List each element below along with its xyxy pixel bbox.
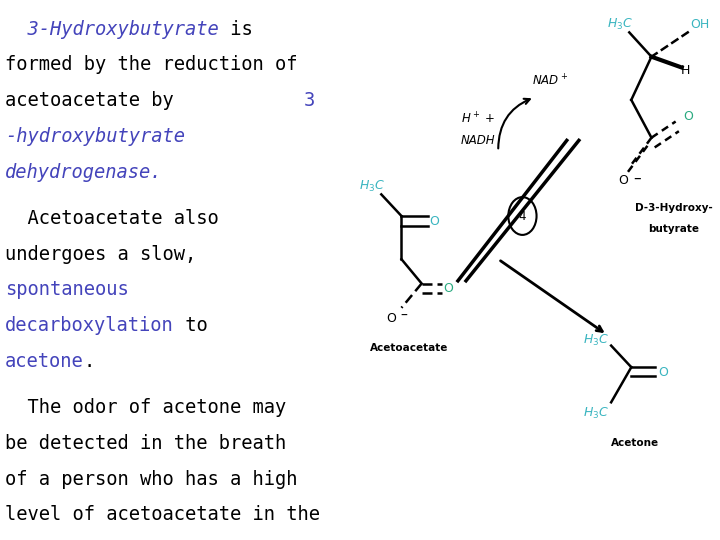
Text: D-3-Hydroxy-: D-3-Hydroxy- (635, 203, 713, 213)
Text: O: O (443, 282, 453, 295)
Text: -hydroxybutyrate: -hydroxybutyrate (5, 127, 185, 146)
Text: butyrate: butyrate (648, 225, 699, 234)
Text: $NAD^+$: $NAD^+$ (533, 73, 569, 89)
Text: OH: OH (690, 18, 709, 31)
Text: dehydrogenase.: dehydrogenase. (5, 163, 163, 182)
Text: O: O (683, 110, 693, 123)
Text: –: – (400, 309, 407, 323)
Text: Acetone: Acetone (611, 438, 660, 448)
Text: O: O (659, 366, 668, 379)
Text: .: . (84, 352, 95, 371)
Text: Acetoacetate: Acetoacetate (370, 343, 449, 353)
Text: $H^+$ +: $H^+$ + (461, 111, 495, 126)
Text: acetone: acetone (5, 352, 84, 371)
Text: be detected in the breath: be detected in the breath (5, 434, 287, 453)
Text: $H_3C$: $H_3C$ (359, 179, 385, 194)
Text: O: O (429, 215, 438, 228)
Text: H: H (681, 64, 690, 77)
Text: acetoacetate by: acetoacetate by (5, 91, 174, 110)
Text: to: to (174, 316, 207, 335)
Text: undergoes a slow,: undergoes a slow, (5, 245, 197, 264)
Text: O: O (618, 174, 628, 187)
Text: $H_3C$: $H_3C$ (583, 333, 609, 348)
Text: $H_3C$: $H_3C$ (583, 406, 609, 421)
Text: is: is (219, 19, 253, 39)
Text: Acetoacetate also: Acetoacetate also (5, 209, 219, 228)
Text: 3: 3 (304, 91, 315, 110)
Text: $H_3C$: $H_3C$ (607, 17, 633, 32)
Text: spontaneous: spontaneous (5, 280, 129, 300)
Text: –: – (634, 171, 641, 186)
Text: decarboxylation: decarboxylation (5, 316, 174, 335)
Text: 3-Hydroxybutyrate: 3-Hydroxybutyrate (5, 19, 219, 39)
Text: The odor of acetone may: The odor of acetone may (5, 398, 287, 417)
Text: O: O (387, 312, 396, 325)
Text: 4: 4 (518, 210, 526, 222)
Text: of a person who has a high: of a person who has a high (5, 470, 297, 489)
Text: level of acetoacetate in the: level of acetoacetate in the (5, 505, 320, 524)
Text: NADH: NADH (461, 134, 495, 147)
Text: formed by the reduction of: formed by the reduction of (5, 56, 297, 75)
